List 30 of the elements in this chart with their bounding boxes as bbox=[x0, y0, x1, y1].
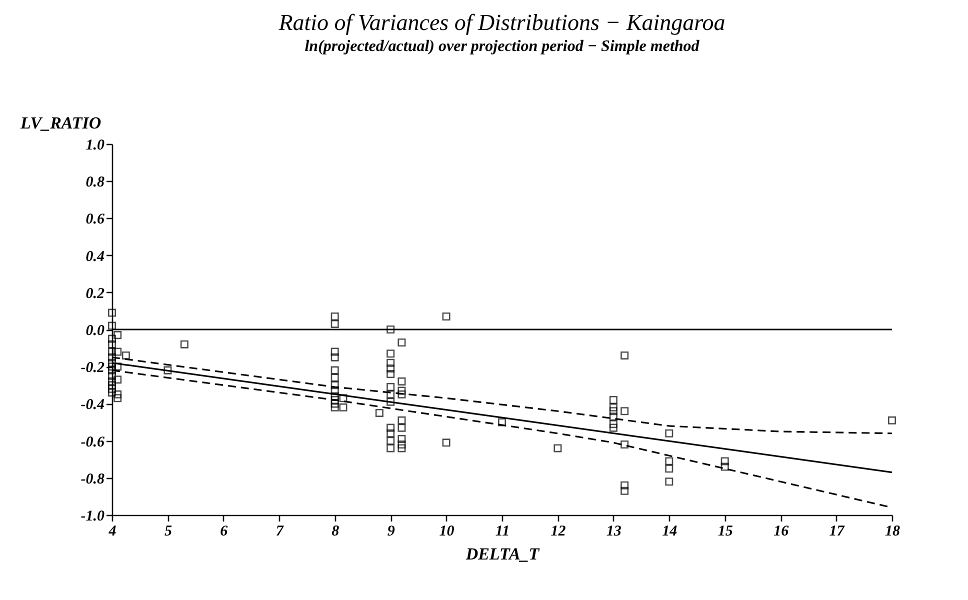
x-tick-label: 16 bbox=[774, 524, 790, 540]
y-tick-label: 1.0 bbox=[86, 138, 105, 154]
chart-subtitle: ln(projected/actual) over projection period − Simple method bbox=[304, 38, 700, 55]
x-tick-label: 7 bbox=[276, 524, 284, 540]
y-tick-label: -0.8 bbox=[80, 471, 105, 488]
y-tick-label: -0.4 bbox=[80, 397, 105, 414]
x-tick-label: 12 bbox=[550, 524, 566, 540]
chart-title: Ratio of Variances of Distributions − Kaingaroa bbox=[278, 10, 726, 35]
y-tick-label: 0.2 bbox=[86, 286, 105, 302]
x-tick-label: 8 bbox=[332, 524, 340, 540]
x-tick-label: 11 bbox=[495, 524, 510, 540]
x-tick-label: 14 bbox=[662, 524, 678, 540]
x-tick-label: 15 bbox=[718, 524, 734, 540]
y-tick-label: -1.0 bbox=[80, 508, 105, 524]
x-tick-label: 9 bbox=[387, 524, 396, 540]
y-axis-title: LV_RATIO bbox=[20, 114, 102, 132]
x-tick-label: 5 bbox=[164, 524, 172, 540]
x-tick-label: 10 bbox=[439, 524, 455, 540]
y-tick-label: 0.6 bbox=[86, 212, 105, 228]
y-tick-label: 0.4 bbox=[86, 248, 105, 265]
x-tick-label: 13 bbox=[606, 524, 622, 540]
x-tick-label: 4 bbox=[108, 524, 117, 540]
y-tick-label: -0.2 bbox=[80, 360, 105, 376]
y-tick-label: 0.8 bbox=[86, 174, 105, 191]
x-axis-title: DELTA_T bbox=[464, 544, 540, 564]
x-tick-label: 17 bbox=[829, 524, 845, 540]
x-tick-label: 6 bbox=[220, 524, 228, 540]
y-tick-label: -0.6 bbox=[80, 434, 105, 450]
y-tick-label: 0.0 bbox=[86, 323, 105, 339]
x-tick-label: 18 bbox=[885, 524, 900, 540]
